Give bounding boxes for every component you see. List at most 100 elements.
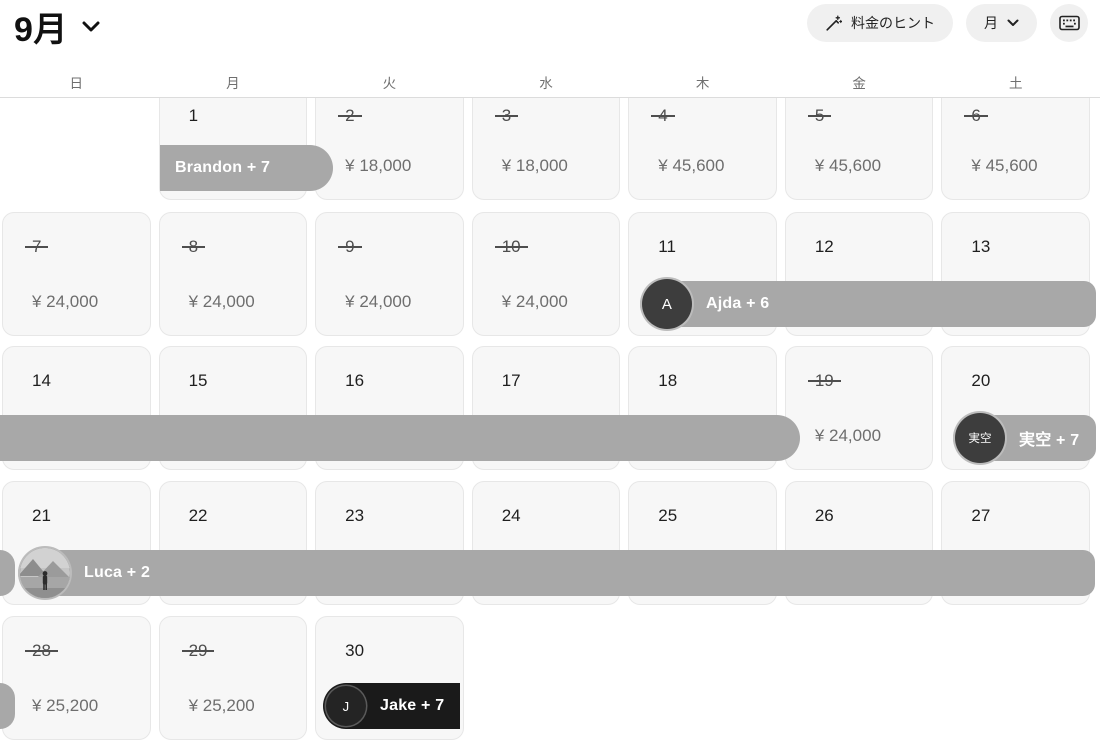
week-row-4: 21 22 23 24 25 26 27 [0, 481, 1100, 605]
price-label: ¥ 24,000 [814, 426, 882, 445]
empty-cell [2, 98, 151, 200]
date-label: 30 [345, 641, 365, 660]
guest-label: Jake + 7 [380, 697, 445, 714]
weekday-header-row: 日 月 火 水 木 金 土 [0, 72, 1100, 92]
week-row-3: 14 15 16 17 18 19 ¥ 24,000 20 実空 実空 + 7 [0, 346, 1100, 470]
weekday-label-mon: 月 [226, 76, 240, 91]
date-label: 8 [181, 237, 206, 256]
day-cell-7[interactable]: 7 ¥ 24,000 [2, 212, 151, 336]
price-label: ¥ 25,200 [188, 696, 255, 715]
top-bar: 9月 料金のヒント 月 [0, 0, 1100, 52]
date-label: 28 [25, 641, 58, 660]
weekday-label-tue: 火 [382, 76, 397, 91]
view-selector-button[interactable]: 月 [966, 4, 1037, 42]
date-label: 17 [501, 371, 521, 390]
day-cell-4[interactable]: 4 ¥ 45,600 [628, 98, 777, 200]
day-cell-3[interactable]: 3 ¥ 18,000 [471, 98, 621, 200]
date-label: 12 [814, 237, 834, 256]
date-label: 29 [181, 641, 215, 660]
day-cell-9[interactable]: 9 ¥ 24,000 [315, 212, 464, 336]
price-label: ¥ 18,000 [501, 156, 568, 175]
price-label: ¥ 24,000 [32, 292, 99, 311]
day-cell-5[interactable]: 5 ¥ 45,600 [784, 98, 934, 200]
date-label: 2 [337, 106, 363, 125]
weekday-label-wed: 水 [539, 76, 553, 91]
weekday-label-thu: 木 [695, 76, 710, 91]
date-label: 10 [494, 237, 528, 256]
guest-label: Ajda + 6 [706, 295, 770, 312]
pricing-tips-button[interactable]: 料金のヒント [807, 4, 953, 42]
guest-avatar: J [326, 686, 366, 726]
date-label: 22 [188, 506, 208, 525]
toolbar: 料金のヒント 月 [807, 4, 1088, 42]
keyboard-icon [1058, 15, 1080, 31]
day-cell-10[interactable]: 10 ¥ 24,000 [471, 212, 621, 336]
guest-label: Brandon + 7 [175, 159, 271, 176]
guest-avatar: 実空 [955, 413, 1005, 463]
weekday-label-fri: 金 [852, 76, 866, 91]
day-cell-29[interactable]: 29 ¥ 25,200 [158, 616, 308, 740]
date-label: 6 [964, 106, 989, 125]
page-title: 9月 [14, 11, 68, 49]
date-label: 9 [337, 237, 363, 256]
wand-icon [825, 15, 842, 32]
date-label: 16 [345, 371, 365, 390]
guest-avatar-photo [20, 548, 70, 598]
guest-avatar: A [642, 279, 692, 329]
date-label: 4 [650, 106, 676, 125]
price-label: ¥ 24,000 [345, 292, 412, 311]
pricing-tips-label: 料金のヒント [851, 15, 935, 31]
date-label: 1 [188, 106, 199, 125]
day-cell-8[interactable]: 8 ¥ 24,000 [158, 212, 308, 336]
price-label: ¥ 25,200 [32, 696, 99, 715]
chevron-down-icon [1007, 19, 1019, 27]
reservation-tail-luca[interactable] [0, 683, 15, 729]
price-label: ¥ 45,600 [971, 156, 1038, 175]
day-cell-28[interactable]: 28 ¥ 25,200 [2, 616, 151, 740]
date-label: 5 [807, 106, 833, 125]
price-label: ¥ 45,600 [658, 156, 725, 175]
date-label: 21 [32, 506, 51, 525]
reservation-bar-mikuu[interactable]: 実空 実空 + 7 [953, 413, 1096, 463]
date-label: 13 [971, 237, 991, 256]
weekday-label-sat: 土 [1008, 76, 1023, 91]
reservation-bar-ajda-continued[interactable] [0, 415, 800, 461]
weekday-label-sun: 日 [69, 76, 84, 91]
week-row-1: 1 2 ¥ 18,000 3 ¥ 18,000 4 ¥ 45,600 5 ¥ 45,60… [0, 98, 1100, 200]
guest-label: 実空 + 7 [1019, 432, 1080, 449]
date-label: 14 [32, 371, 51, 390]
header-divider [0, 97, 1100, 98]
day-cell-19[interactable]: 19 ¥ 24,000 [784, 346, 934, 470]
week-row-2: 7 ¥ 24,000 8 ¥ 24,000 9 ¥ 24,000 10 ¥ 24,000… [0, 212, 1100, 336]
keyboard-shortcuts-button[interactable] [1050, 4, 1088, 42]
view-selector-value: 月 [984, 15, 998, 31]
date-label: 7 [24, 237, 50, 256]
empty-cell [472, 616, 621, 740]
reservation-bar-luca[interactable]: Luca + 2 [18, 548, 1095, 598]
date-label: 18 [658, 371, 678, 390]
price-label: ¥ 45,600 [814, 156, 882, 175]
empty-cell [628, 616, 777, 740]
day-cell-2[interactable]: 2 ¥ 18,000 [315, 98, 464, 200]
week-row-5: 28 ¥ 25,200 29 ¥ 25,200 30 J Jake + 7 [0, 616, 1100, 740]
date-label: 25 [658, 506, 678, 525]
price-label: ¥ 24,000 [501, 292, 568, 311]
date-label: 26 [814, 506, 834, 525]
date-label: 3 [494, 106, 520, 125]
day-cell-6[interactable]: 6 ¥ 45,600 [941, 98, 1090, 200]
date-label: 15 [188, 371, 208, 390]
reservation-tail-mikuu[interactable] [0, 550, 15, 596]
date-label: 23 [345, 506, 365, 525]
month-selector[interactable]: 9月 [14, 2, 100, 51]
reservation-bar-brandon[interactable]: Brandon + 7 [160, 145, 333, 191]
guest-label: Luca + 2 [84, 564, 151, 581]
empty-cell [941, 616, 1090, 740]
empty-cell [785, 616, 934, 740]
chevron-down-icon [82, 21, 100, 32]
reservation-bar-jake[interactable]: J Jake + 7 [323, 683, 460, 729]
price-label: ¥ 24,000 [188, 292, 255, 311]
date-label: 19 [807, 371, 841, 390]
date-label: 24 [501, 506, 521, 525]
date-label: 27 [971, 506, 991, 525]
reservation-bar-ajda[interactable]: A Ajda + 6 [640, 279, 1096, 329]
